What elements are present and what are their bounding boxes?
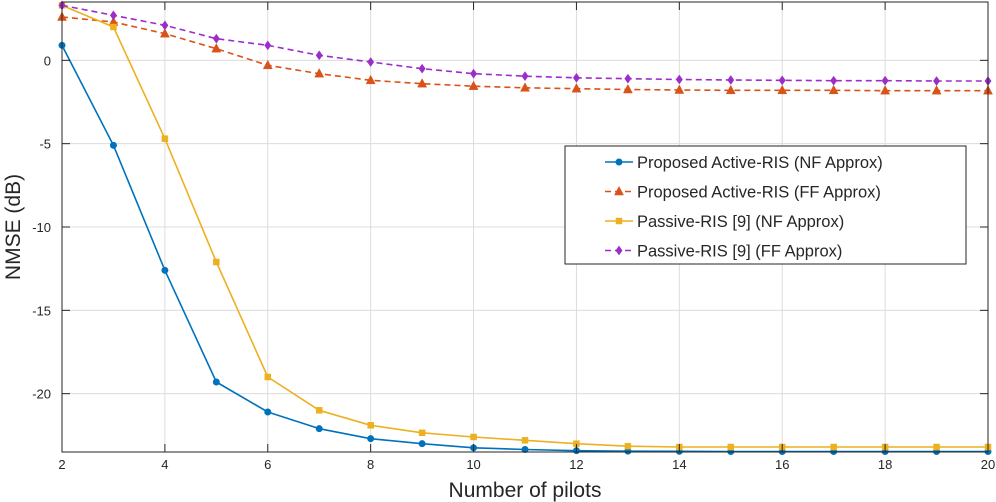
x-tick-label: 4 [161, 457, 168, 472]
legend-item-4: Passive-RIS [9] (FF Approx) [605, 243, 842, 261]
data-point [212, 378, 220, 386]
data-point [365, 74, 376, 85]
legend-item-3: Passive-RIS [9] (NF Approx) [605, 213, 844, 231]
data-point [777, 84, 788, 95]
tick-layer: 2 4 6 8 10 12 14 16 18 20 0 -5 -10 -15 -20 [32, 2, 995, 472]
data-point [161, 135, 169, 142]
y-tick-label: -20 [32, 387, 51, 402]
data-point [262, 59, 273, 70]
x-tick-label: 14 [672, 457, 686, 472]
data-point [520, 82, 530, 92]
data-point [417, 78, 428, 88]
data-point [828, 84, 839, 95]
data-point [161, 266, 169, 274]
x-axis-label: Number of pilots [449, 479, 602, 502]
legend-item-2: Proposed Active-RIS (FF Approx) [605, 184, 881, 202]
data-point [933, 443, 940, 451]
data-point [675, 74, 683, 85]
data-point [521, 437, 529, 444]
data-point [314, 68, 325, 78]
legend-label: Proposed Active-RIS (FF Approx) [637, 184, 881, 202]
data-point [418, 440, 426, 448]
x-tick-label: 10 [466, 457, 480, 472]
data-point [933, 76, 941, 86]
data-point [572, 72, 580, 83]
data-point [418, 63, 426, 74]
legend-label: Passive-RIS [9] (FF Approx) [637, 243, 842, 261]
x-tick-label: 2 [58, 457, 65, 472]
data-point [622, 83, 633, 94]
y-tick-label: -5 [39, 137, 51, 152]
data-point [264, 408, 272, 416]
data-point [418, 429, 426, 437]
data-point [213, 258, 220, 266]
data-point [727, 443, 735, 451]
data-point [470, 433, 477, 441]
x-tick-label: 8 [367, 457, 374, 472]
data-point [830, 443, 837, 451]
x-tick-label: 12 [569, 457, 583, 472]
data-point [470, 68, 478, 79]
x-tick-label: 16 [775, 457, 789, 472]
data-point [367, 435, 375, 443]
y-tick-label: 0 [44, 53, 51, 68]
data-point [110, 23, 117, 31]
data-point [109, 10, 117, 21]
data-point [109, 141, 117, 149]
legend-label: Proposed Active-RIS (NF Approx) [637, 154, 883, 172]
legend-marker [614, 185, 624, 196]
data-point [674, 84, 685, 94]
y-tick-label: -15 [32, 303, 51, 318]
data-point [727, 75, 735, 85]
data-point [315, 407, 323, 414]
legend-item-1: Proposed Active-RIS (NF Approx) [605, 154, 883, 172]
data-point [211, 43, 222, 53]
y-axis-label: NMSE (dB) [2, 174, 25, 280]
legend-marker [615, 158, 623, 166]
data-point [264, 40, 272, 51]
data-point [468, 80, 479, 90]
data-point [571, 83, 582, 93]
data-point [159, 28, 170, 38]
data-point [624, 442, 632, 450]
data-point [212, 33, 220, 44]
series-4 [58, 0, 992, 86]
data-point [931, 85, 942, 95]
data-point [315, 50, 323, 61]
x-tick-label: 6 [264, 457, 271, 472]
x-tick-label: 18 [878, 457, 892, 472]
data-point [521, 71, 529, 82]
data-point [880, 85, 891, 95]
legend: Proposed Active-RIS (NF Approx) Proposed … [564, 145, 967, 265]
data-point [778, 75, 786, 86]
data-point [315, 425, 323, 433]
data-point [881, 75, 889, 86]
data-point [161, 20, 169, 31]
data-point [624, 73, 632, 84]
legend-marker [615, 245, 623, 256]
legend-marker [615, 217, 623, 225]
x-tick-label: 20 [981, 457, 995, 472]
data-point [830, 75, 838, 86]
legend-label: Passive-RIS [9] (NF Approx) [637, 213, 844, 231]
data-point [725, 84, 736, 95]
data-point [367, 57, 375, 67]
legend-box [564, 145, 967, 265]
data-point [264, 373, 272, 381]
y-tick-label: -10 [32, 220, 51, 235]
data-point [367, 422, 374, 429]
